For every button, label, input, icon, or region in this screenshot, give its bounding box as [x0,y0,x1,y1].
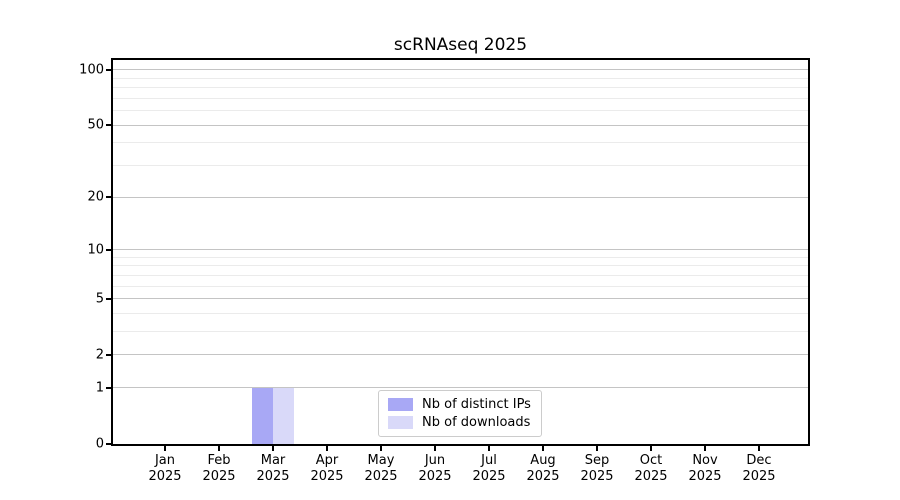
x-tick-year: 2025 [202,468,236,484]
y-tick-label: 2 [95,347,104,363]
y-gridline-minor [113,256,808,258]
y-gridline-minor [113,285,808,287]
y-gridline-major [113,249,808,251]
legend: Nb of distinct IPs Nb of downloads [378,390,542,437]
y-tick [106,196,113,199]
x-tick-month: Apr [315,453,339,468]
x-tick-year: 2025 [580,468,614,484]
y-gridline-minor [113,77,808,79]
x-tick-month: Aug [530,453,556,468]
x-tick-month: Nov [692,453,718,468]
x-tick-month: Mar [260,453,286,468]
y-tick-label: 100 [79,62,104,78]
x-tick-month: Jan [154,453,176,468]
x-tick [272,444,274,451]
y-tick-label: 5 [95,291,104,307]
x-tick-label: May 2025 [353,453,409,484]
y-gridline-minor [113,274,808,276]
legend-label-distinct-ips: Nb of distinct IPs [422,397,531,412]
y-gridline-major [113,69,808,71]
x-tick-label: Mar 2025 [245,453,301,484]
x-tick-month: Jun [424,453,446,468]
x-tick [650,444,652,451]
x-tick-label: Dec 2025 [731,453,787,484]
y-tick [106,68,113,71]
legend-swatch-downloads [388,416,413,429]
x-tick-year: 2025 [742,468,776,484]
x-tick-label: Sep 2025 [569,453,625,484]
x-tick-year: 2025 [418,468,452,484]
legend-item-downloads: Nb of downloads [388,415,532,430]
y-tick-label: 20 [87,189,104,205]
legend-item-distinct-ips: Nb of distinct IPs [388,397,532,412]
x-tick [488,444,490,451]
x-tick-month: Oct [639,453,663,468]
x-tick-label: Apr 2025 [299,453,355,484]
y-tick [106,353,113,356]
y-gridline-major [113,124,808,126]
x-tick-year: 2025 [526,468,560,484]
x-tick-label: Aug 2025 [515,453,571,484]
x-tick-month: Dec [746,453,772,468]
x-tick [434,444,436,451]
y-tick [106,386,113,389]
x-tick-label: Feb 2025 [191,453,247,484]
x-tick [326,444,328,451]
bar [252,387,273,444]
x-tick [596,444,598,451]
y-tick-label: 1 [95,380,104,396]
x-tick-year: 2025 [688,468,722,484]
x-tick [704,444,706,451]
legend-swatch-distinct-ips [388,398,413,411]
x-tick-month: Feb [207,453,231,468]
x-tick [758,444,760,451]
y-tick-label: 10 [87,242,104,258]
x-tick-year: 2025 [310,468,344,484]
x-tick-label: Jun 2025 [407,453,463,484]
x-tick-year: 2025 [472,468,506,484]
y-gridline-minor [113,110,808,112]
x-tick-label: Jan 2025 [137,453,193,484]
x-tick-month: Sep [584,453,610,468]
legend-label-downloads: Nb of downloads [422,415,531,430]
y-gridline-minor [113,331,808,333]
y-gridline-minor [113,87,808,89]
x-tick-label: Jul 2025 [461,453,517,484]
bar [273,387,294,444]
x-tick [164,444,166,451]
y-tick-label: 50 [87,117,104,133]
chart-title: scRNAseq 2025 [393,35,528,55]
x-tick-year: 2025 [256,468,290,484]
y-gridline-minor [113,142,808,144]
y-gridline-major [113,298,808,300]
x-tick-month: Jul [481,453,497,468]
x-tick-label: Nov 2025 [677,453,733,484]
x-tick [542,444,544,451]
y-gridline-minor [113,97,808,99]
y-gridline-major [113,387,808,389]
y-tick [106,248,113,251]
x-tick-year: 2025 [148,468,182,484]
y-tick [106,124,113,127]
y-gridline-minor [113,313,808,314]
y-gridline-minor [113,265,808,267]
y-gridline-minor [113,165,808,167]
x-tick-month: May [367,453,395,468]
y-gridline-major [113,354,808,356]
x-tick-year: 2025 [634,468,668,484]
x-tick [218,444,220,451]
y-tick [106,297,113,300]
y-tick [106,443,113,445]
y-gridline-major [113,196,808,198]
x-tick-year: 2025 [364,468,398,484]
x-tick-label: Oct 2025 [623,453,679,484]
x-tick [380,444,382,451]
y-tick-label: 0 [95,436,104,452]
